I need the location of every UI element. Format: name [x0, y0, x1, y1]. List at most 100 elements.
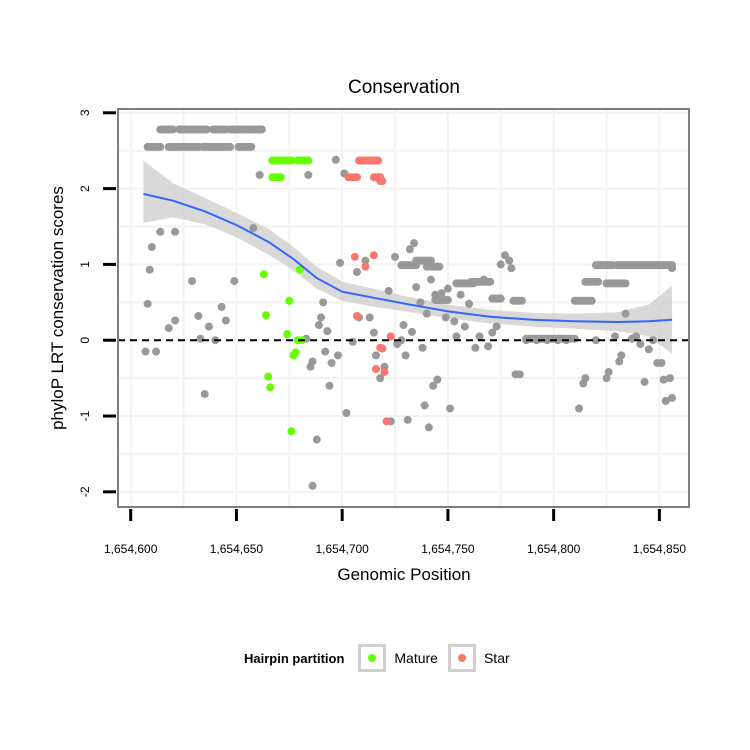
x-tick-label: 1,654,850 — [633, 542, 687, 556]
mature-point — [287, 156, 296, 165]
other-point — [352, 267, 361, 276]
legend-key-star — [447, 644, 476, 672]
other-point — [365, 313, 374, 322]
other-point — [587, 296, 596, 305]
other-point — [668, 393, 677, 402]
x-tick-label: 1,654,800 — [527, 542, 581, 556]
y-axis-title: phyloP LRT conservation scores — [48, 186, 67, 430]
other-point — [152, 347, 161, 356]
other-point — [515, 370, 524, 379]
other-point — [147, 242, 156, 251]
other-point — [437, 289, 446, 298]
other-point — [649, 336, 658, 345]
other-point — [426, 275, 435, 284]
x-tick-label: 1,654,600 — [104, 542, 158, 556]
x-axis-title: Genomic Position — [337, 565, 470, 584]
other-point — [644, 345, 653, 354]
star-point — [361, 262, 370, 271]
other-point — [336, 258, 345, 267]
other-point — [581, 374, 590, 383]
other-point — [141, 347, 150, 356]
other-point — [308, 481, 317, 490]
other-point — [348, 337, 357, 346]
y-tick-label: 0 — [78, 337, 92, 344]
legend-label-mature: Mature — [394, 650, 438, 666]
other-point — [617, 351, 626, 360]
star-point — [374, 156, 383, 165]
other-point — [194, 311, 203, 320]
other-point — [156, 227, 165, 236]
other-point — [492, 322, 501, 331]
other-point — [621, 309, 630, 318]
other-point — [433, 375, 442, 384]
star-point — [369, 251, 378, 260]
y-tick-label: -1 — [78, 410, 92, 421]
other-point — [479, 275, 488, 284]
star-point — [352, 311, 361, 320]
star-point — [350, 252, 359, 261]
other-point — [429, 381, 438, 390]
star-point — [378, 177, 387, 186]
other-point — [486, 277, 495, 286]
other-point — [160, 125, 169, 134]
y-tick-label: 3 — [78, 109, 92, 116]
other-point — [496, 294, 505, 303]
other-point — [412, 283, 421, 292]
other-point — [333, 351, 342, 360]
star-point — [386, 332, 395, 341]
other-point — [475, 332, 484, 341]
other-point — [621, 279, 630, 288]
y-tick-label: 1 — [78, 261, 92, 268]
other-point — [543, 336, 552, 345]
other-point — [431, 290, 440, 299]
mature-point — [283, 330, 292, 339]
other-point — [391, 252, 400, 261]
star-point — [378, 344, 387, 353]
legend-title: Hairpin partition — [244, 650, 345, 666]
other-point — [450, 317, 459, 326]
other-point — [249, 224, 258, 233]
other-point — [204, 322, 213, 331]
other-point — [422, 309, 431, 318]
other-point — [610, 332, 619, 341]
x-tick-label: 1,654,750 — [421, 542, 475, 556]
other-point — [308, 357, 317, 366]
mature-point — [264, 372, 273, 381]
other-point — [441, 313, 450, 322]
other-point — [505, 256, 514, 265]
other-point — [230, 277, 239, 286]
other-point — [602, 374, 611, 383]
other-point — [591, 336, 600, 345]
mature-point — [304, 156, 313, 165]
other-point — [452, 332, 461, 341]
other-point — [405, 245, 414, 254]
other-point — [217, 302, 226, 311]
plot-frame — [117, 108, 690, 508]
other-point — [372, 351, 381, 360]
other-point — [221, 316, 230, 325]
other-point — [304, 170, 313, 179]
y-tick-label: 2 — [78, 185, 92, 192]
other-point — [384, 286, 393, 295]
other-point — [401, 351, 410, 360]
other-point — [164, 324, 173, 333]
legend: Hairpin partition Mature Star — [244, 640, 520, 676]
other-point — [361, 256, 370, 265]
other-point — [657, 358, 666, 367]
other-point — [327, 358, 336, 367]
other-point — [410, 239, 419, 248]
other-point — [369, 328, 378, 337]
other-point — [331, 155, 340, 164]
other-point — [553, 336, 562, 345]
other-point — [435, 262, 444, 271]
other-point — [168, 125, 177, 134]
other-point — [255, 170, 264, 179]
other-point — [659, 375, 668, 384]
x-tick-label: 1,654,700 — [315, 542, 369, 556]
other-point — [426, 256, 435, 265]
other-point — [200, 390, 209, 399]
other-point — [575, 404, 584, 413]
other-point — [465, 299, 474, 308]
other-point — [496, 260, 505, 269]
